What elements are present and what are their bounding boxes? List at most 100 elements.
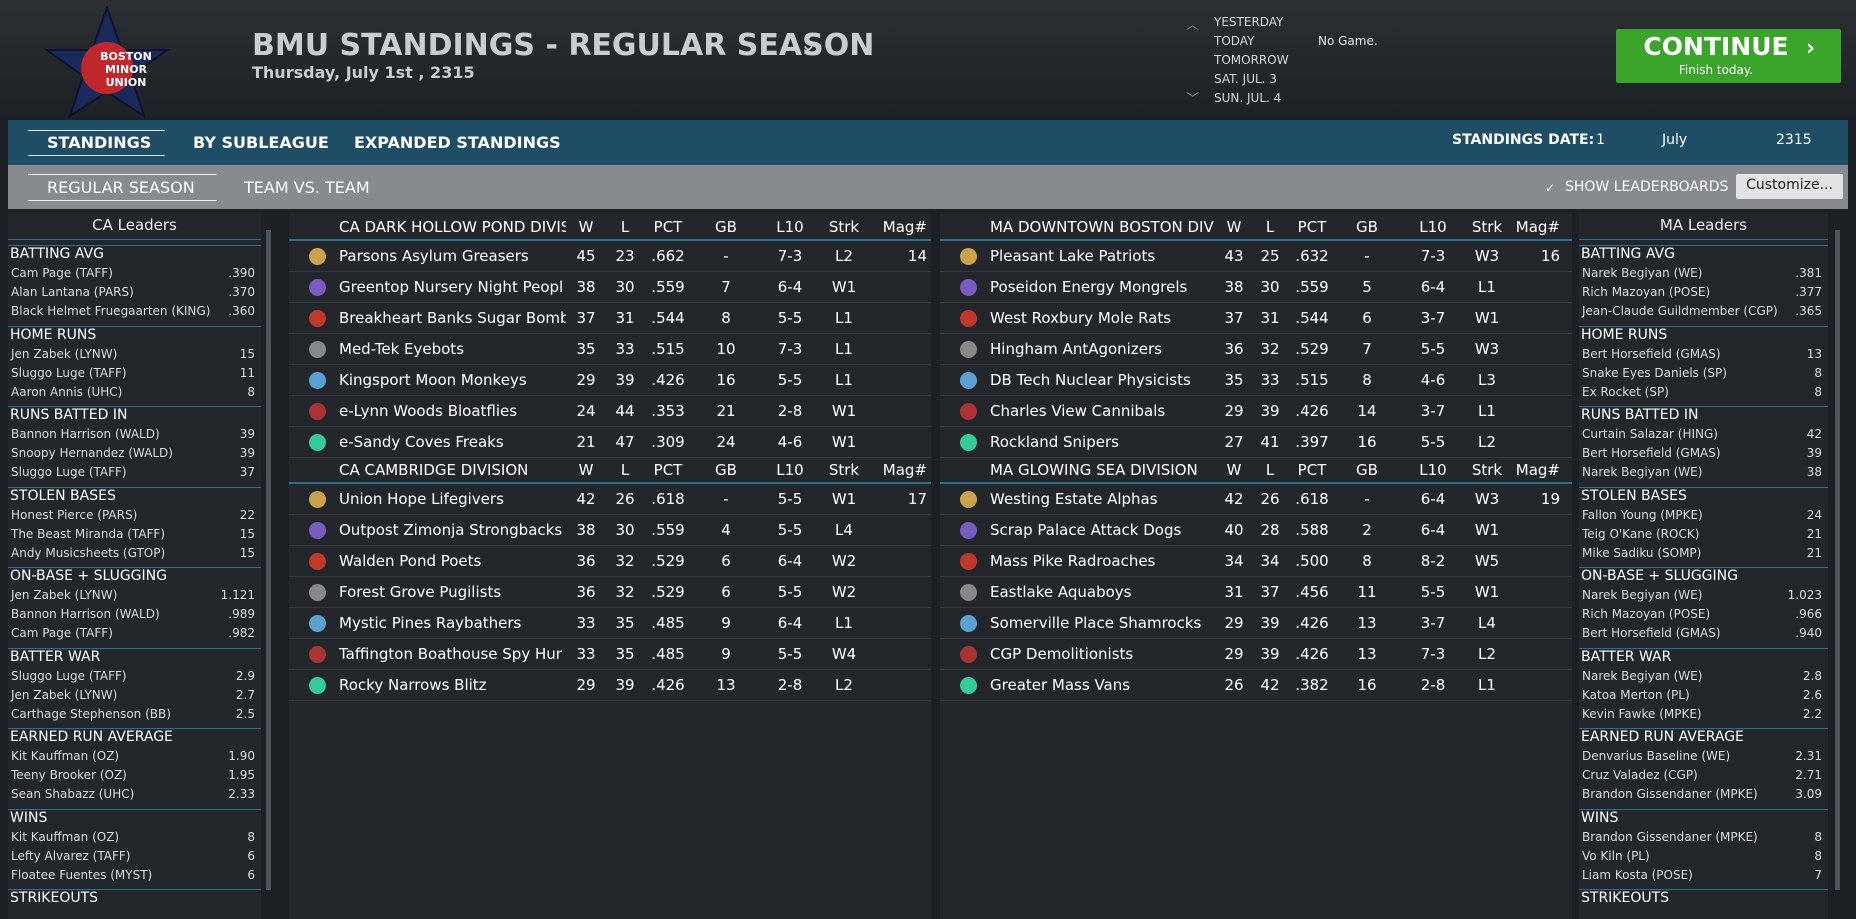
team-name[interactable]: e-Lynn Woods Bloatflies xyxy=(339,402,518,420)
team-stat: 37 xyxy=(1260,583,1280,601)
team-name[interactable]: Parsons Asylum Greasers xyxy=(339,247,529,265)
team-name[interactable]: West Roxbury Mole Rats xyxy=(990,309,1172,327)
day-item[interactable]: SUN. JUL. 4 xyxy=(1214,91,1282,105)
leader-section-title: ON-BASE + SLUGGING xyxy=(8,567,261,588)
tab-underline xyxy=(28,174,217,201)
team-name[interactable]: Med-Tek Eyebots xyxy=(339,340,465,358)
leader-value: 2.2 xyxy=(1802,706,1822,721)
panel xyxy=(940,213,1572,919)
team-name[interactable]: CGP Demolitionists xyxy=(990,645,1134,663)
leader-value: .966 xyxy=(1795,607,1822,621)
team-stat: 17 xyxy=(907,490,927,508)
leader-section-title: STRIKEOUTS xyxy=(8,889,261,910)
team-name[interactable]: Forest Grove Pugilists xyxy=(339,583,502,601)
team-stat: 39 xyxy=(615,371,635,389)
continue-sub[interactable]: Finish today. xyxy=(1678,63,1754,77)
nav-tab[interactable]: EXPANDED STANDINGS xyxy=(354,133,561,152)
leader-value: 38 xyxy=(1806,465,1822,479)
customize-label[interactable]: Customize... xyxy=(1746,177,1833,193)
team-icon xyxy=(960,372,977,389)
team-row xyxy=(289,639,931,670)
team-stat: 8 xyxy=(721,309,731,327)
subnav-tab[interactable]: REGULAR SEASON xyxy=(47,178,195,197)
column-header: Mag# xyxy=(882,218,927,236)
team-name[interactable]: DB Tech Nuclear Physicists xyxy=(990,371,1191,389)
team-stat: 35 xyxy=(1224,371,1244,389)
column-header: GB xyxy=(715,218,737,236)
leader-name: Snoopy Hernandez (WALD) xyxy=(11,446,173,460)
team-row xyxy=(289,577,931,608)
team-icon xyxy=(960,677,977,694)
leader-section-title: BATTING AVG xyxy=(1579,245,1828,266)
team-name[interactable]: Greater Mass Vans xyxy=(990,676,1131,694)
leader-name: Kevin Fawke (MPKE) xyxy=(1582,706,1702,721)
team-name[interactable]: Kingsport Moon Monkeys xyxy=(339,371,527,389)
column-header: PCT xyxy=(653,461,683,479)
leader-name: Cam Page (TAFF) xyxy=(11,266,113,280)
leader-name: Narek Begiyan (WE) xyxy=(1582,266,1703,280)
team-name[interactable]: Greentop Nursery Night Peopl xyxy=(339,278,564,296)
column-header: Strk xyxy=(828,461,860,479)
team-name[interactable]: Mass Pike Radroaches xyxy=(990,552,1156,570)
checkbox[interactable]: ✓ xyxy=(1545,181,1556,195)
team-stat: 6-4 xyxy=(777,552,803,570)
leader-section-title: BATTING AVG xyxy=(8,245,261,266)
team-name[interactable]: Rockland Snipers xyxy=(990,433,1119,451)
checkbox-label[interactable]: SHOW LEADERBOARDS xyxy=(1565,179,1729,195)
team-name[interactable]: Walden Pond Poets xyxy=(339,552,482,570)
team-stat: W5 xyxy=(1474,552,1500,570)
day-item[interactable]: YESTERDAY xyxy=(1214,15,1284,29)
team-stat: W1 xyxy=(1474,309,1500,327)
team-stat: 36 xyxy=(576,552,596,570)
nav-tab[interactable]: STANDINGS xyxy=(47,133,152,152)
date-year[interactable]: 2315 xyxy=(1776,132,1812,148)
team-name[interactable]: Rocky Narrows Blitz xyxy=(339,676,487,694)
team-stat: 7-3 xyxy=(1420,247,1446,265)
team-stat: 33 xyxy=(615,340,635,358)
team-stat: W3 xyxy=(1474,247,1500,265)
team-name[interactable]: Scrap Palace Attack Dogs xyxy=(990,521,1182,539)
customize-button[interactable] xyxy=(1736,174,1843,199)
team-name[interactable]: Somerville Place Shamrocks xyxy=(990,614,1202,632)
leader-value: .377 xyxy=(1795,285,1822,299)
day-item[interactable]: SAT. JUL. 3 xyxy=(1214,72,1277,86)
team-row xyxy=(940,334,1572,365)
subnav-tab[interactable]: TEAM VS. TEAM xyxy=(244,178,370,197)
division-name: CA CAMBRIDGE DIVISION xyxy=(339,461,529,479)
day-item[interactable]: TODAY xyxy=(1214,34,1255,48)
day-item[interactable]: TOMORROW xyxy=(1214,53,1289,67)
team-name[interactable]: Breakheart Banks Sugar Bomb xyxy=(339,309,566,327)
leader-name: Denvarius Baseline (WE) xyxy=(1582,749,1731,763)
team-name[interactable]: Poseidon Energy Mongrels xyxy=(990,278,1188,296)
team-name[interactable]: e-Sandy Coves Freaks xyxy=(339,433,504,451)
team-name[interactable]: Westing Estate Alphas xyxy=(990,490,1158,508)
nav-tab[interactable]: BY SUBLEAGUE xyxy=(193,133,329,152)
tab-underline xyxy=(28,130,165,156)
team-name[interactable]: Eastlake Aquaboys xyxy=(990,583,1132,601)
date-month[interactable]: July xyxy=(1662,132,1688,148)
column-header: L xyxy=(620,218,630,236)
team-name[interactable]: Pleasant Lake Patriots xyxy=(990,247,1156,265)
leader-name: Sluggo Luge (TAFF) xyxy=(11,465,127,479)
team-stat: W3 xyxy=(1474,340,1500,358)
team-name[interactable]: Mystic Pines Raybathers xyxy=(339,614,522,632)
leader-section-title: WINS xyxy=(8,808,261,830)
team-name[interactable]: Taffington Boathouse Spy Hur xyxy=(339,645,562,663)
team-stat: 6-4 xyxy=(1420,490,1446,508)
team-stat: 5-5 xyxy=(777,583,803,601)
team-name[interactable]: Outpost Zimonja Strongbacks xyxy=(339,521,563,539)
continue-label[interactable]: CONTINUE xyxy=(1643,32,1789,61)
continue-button[interactable] xyxy=(1616,29,1841,83)
team-name[interactable]: Charles View Cannibals xyxy=(990,402,1166,420)
team-stat: 6 xyxy=(721,583,731,601)
team-name[interactable]: Hingham AntAgonizers xyxy=(990,340,1162,358)
team-icon xyxy=(960,248,977,265)
team-stat: 41 xyxy=(1260,433,1280,451)
team-stat: 10 xyxy=(716,340,736,358)
team-icon xyxy=(309,434,326,451)
date-day[interactable]: 1 xyxy=(1596,132,1605,148)
team-stat: 9 xyxy=(721,645,731,663)
team-row xyxy=(289,608,931,639)
team-name[interactable]: Union Hope Lifegivers xyxy=(339,490,504,508)
